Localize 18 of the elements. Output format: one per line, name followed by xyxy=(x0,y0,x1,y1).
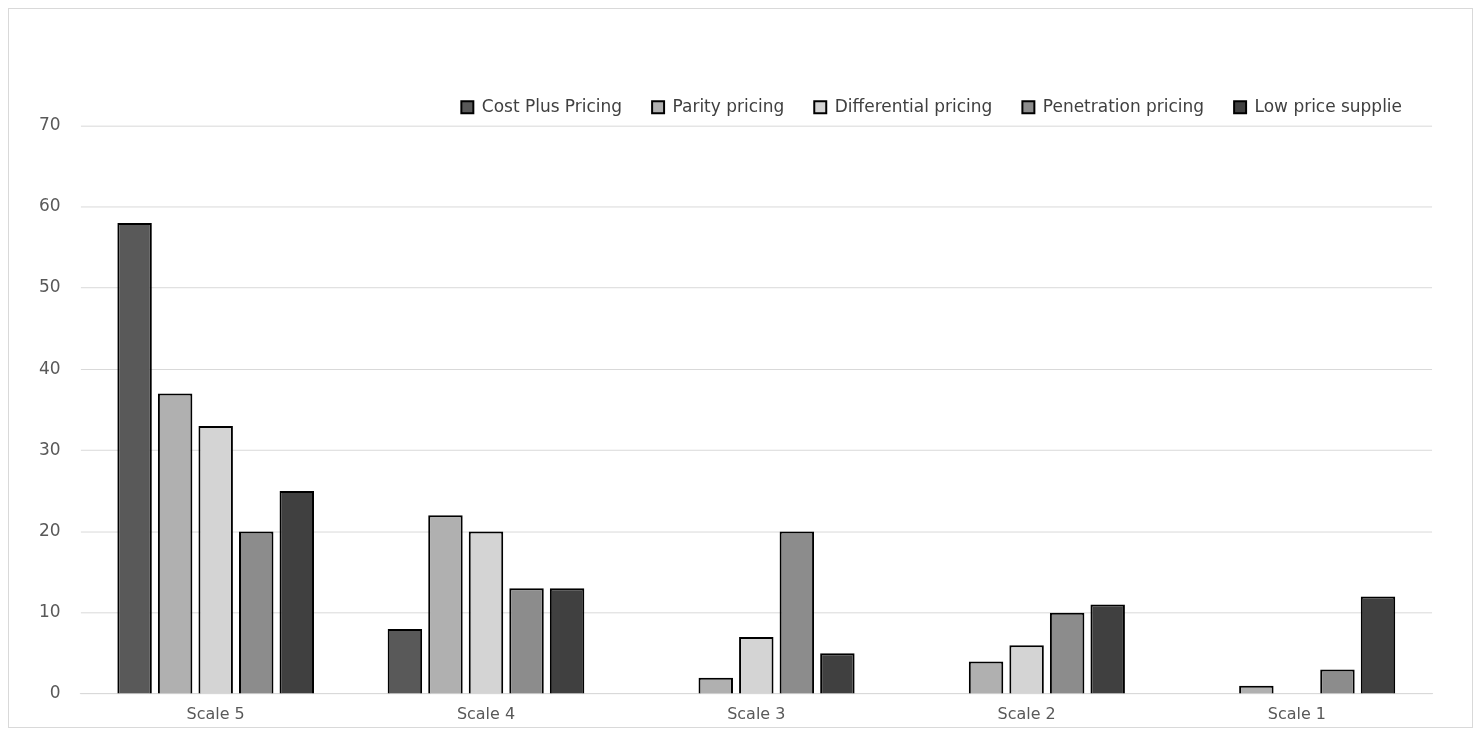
y-tick-label: 10 xyxy=(38,601,61,622)
legend-label: Parity pricing xyxy=(672,95,785,116)
x-tick-label: Scale 5 xyxy=(186,703,245,723)
x-tick-label: Scale 1 xyxy=(1267,703,1326,723)
x-tick-label: Scale 2 xyxy=(997,703,1056,723)
legend-label: Cost Plus Pricing xyxy=(481,95,623,116)
y-tick-label: 30 xyxy=(38,438,61,459)
x-tick-label: Scale 4 xyxy=(456,703,516,723)
x-tick-label: Scale 3 xyxy=(727,703,786,723)
legend-label: Penetration pricing xyxy=(1042,95,1205,116)
legend-label: Low price supplie xyxy=(1254,95,1402,116)
y-tick-label: 50 xyxy=(38,276,61,297)
y-tick-label: 20 xyxy=(38,519,61,540)
y-tick-label: 70 xyxy=(38,114,61,135)
legend-label: Differential pricing xyxy=(834,95,993,116)
y-tick-label: 0 xyxy=(49,682,61,703)
y-tick-label: 60 xyxy=(38,195,61,216)
y-tick-label: 40 xyxy=(38,357,61,378)
